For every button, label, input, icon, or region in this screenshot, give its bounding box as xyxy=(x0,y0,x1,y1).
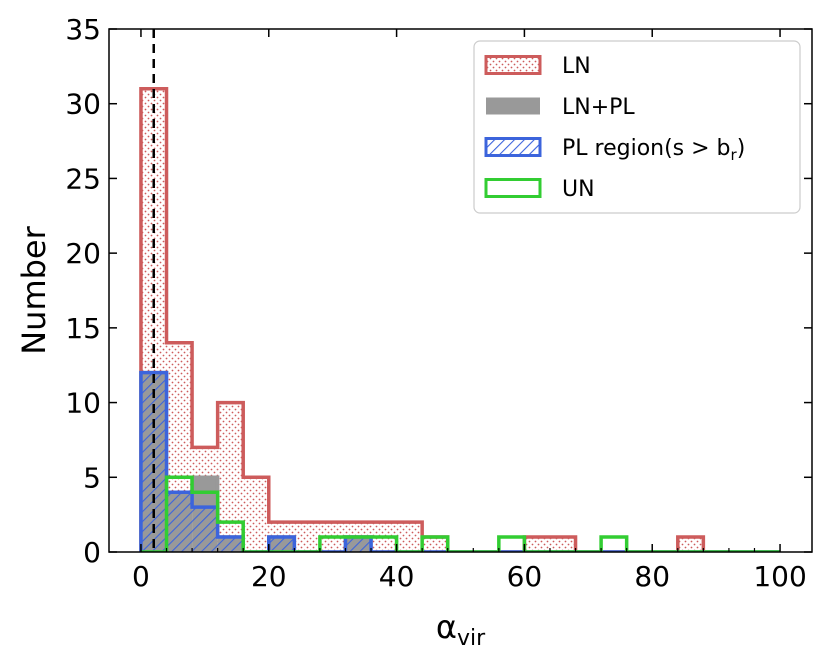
series-dotted-fill xyxy=(139,87,781,552)
histogram-bin xyxy=(217,402,244,552)
y-tick-label: 20 xyxy=(65,237,101,270)
y-tick-label: 0 xyxy=(83,536,101,569)
legend-label: LN xyxy=(562,54,591,79)
x-tick-label: 80 xyxy=(634,560,670,593)
y-tick-label: 10 xyxy=(65,387,101,420)
legend-swatch xyxy=(484,55,542,75)
x-axis-label: αvir xyxy=(436,608,486,651)
y-axis-label: Number xyxy=(15,225,53,354)
y-tick-label: 35 xyxy=(65,13,101,46)
legend-swatch xyxy=(484,137,542,157)
legend-label: PL region(s > br) xyxy=(562,136,745,164)
legend-label: UN xyxy=(562,177,595,202)
axes-frame xyxy=(108,28,813,553)
legend-label-sub: r xyxy=(731,146,738,164)
legend-swatch xyxy=(484,178,542,198)
histogram-bin xyxy=(549,537,576,552)
legend: LN LN+PL PL region(s > br) UN xyxy=(473,40,801,214)
histogram-bin xyxy=(499,537,525,552)
y-tick-label: 25 xyxy=(65,162,101,195)
plot-area xyxy=(139,29,781,552)
histogram-bin xyxy=(217,537,244,552)
histogram-bin xyxy=(243,477,269,552)
legend-swatch xyxy=(486,97,540,115)
histogram-bin xyxy=(524,537,550,552)
x-tick-label: 40 xyxy=(379,560,415,593)
histogram-bin xyxy=(422,537,448,552)
legend-label-suffix: ) xyxy=(737,136,746,161)
histogram-bin xyxy=(192,507,218,552)
histogram-bin xyxy=(166,492,193,552)
x-tick-label: 60 xyxy=(507,560,543,593)
x-axis-label-sub: vir xyxy=(457,626,486,651)
histogram-bin xyxy=(345,537,372,552)
x-tick-label: 0 xyxy=(132,560,150,593)
histogram-bin xyxy=(140,372,167,552)
legend-label: LN+PL xyxy=(562,95,635,120)
histogram-bin xyxy=(601,537,627,552)
histogram-bin xyxy=(396,522,423,552)
axes: 0 20 40 60 80 100 0 5 10 15 20 25 30 35 αvir Number xyxy=(15,13,813,651)
histogram-bin xyxy=(294,522,320,552)
y-tick-label: 30 xyxy=(65,88,101,121)
y-tick-label: 5 xyxy=(83,461,101,494)
legend-box xyxy=(473,40,801,214)
x-tick-label: 20 xyxy=(251,560,287,593)
histogram-bin xyxy=(268,537,295,552)
x-tick-label: 100 xyxy=(753,560,806,593)
y-tick-label: 15 xyxy=(65,312,101,345)
histogram-bin xyxy=(677,537,704,552)
